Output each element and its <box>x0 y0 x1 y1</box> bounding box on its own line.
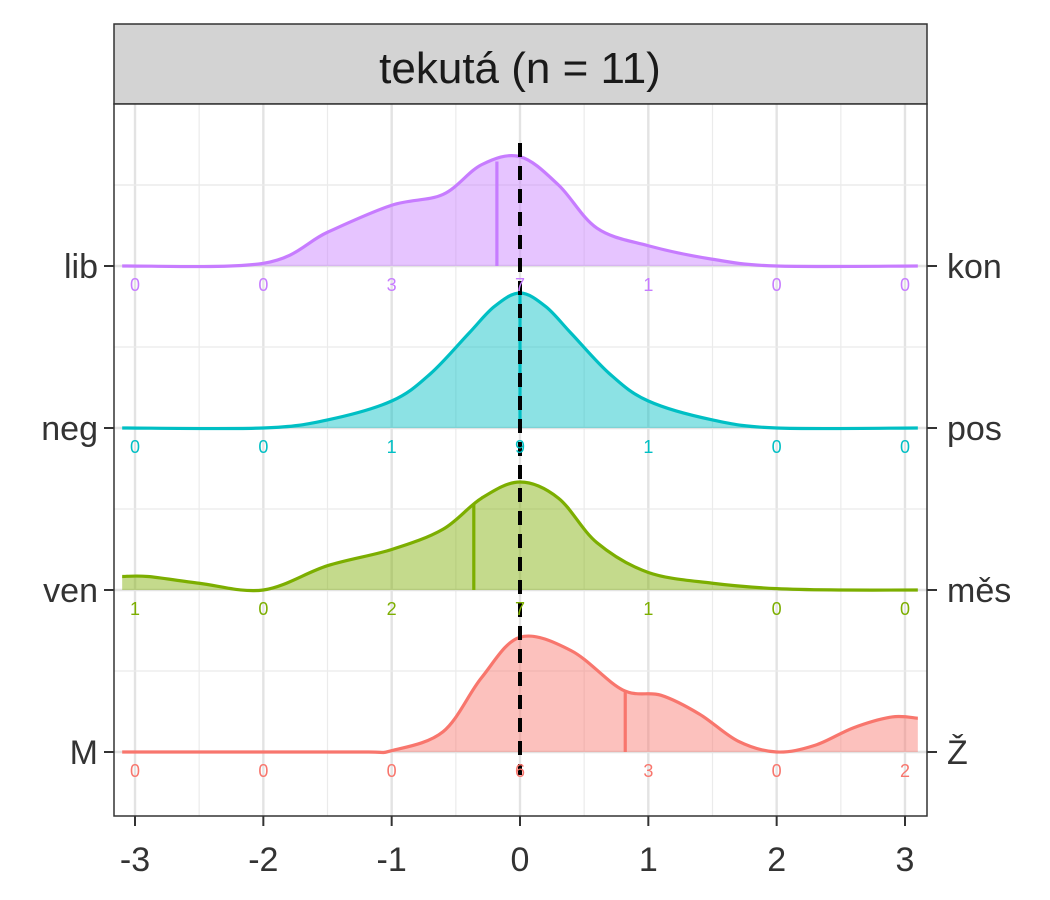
x-tick-label: -1 <box>377 841 407 879</box>
y-label-right: Ž <box>947 734 968 772</box>
count-label: 0 <box>772 275 782 295</box>
facet-title: tekutá (n = 11) <box>379 44 661 93</box>
count-label: 9 <box>515 437 525 457</box>
y-label-left: ven <box>43 572 98 610</box>
count-label: 2 <box>387 599 397 619</box>
count-label: 0 <box>900 437 910 457</box>
count-label: 0 <box>900 275 910 295</box>
y-label-left: neg <box>41 410 98 448</box>
count-label: 3 <box>643 761 653 781</box>
count-label: 0 <box>772 437 782 457</box>
density-line-ven <box>122 480 918 593</box>
x-tick-label: 1 <box>639 841 658 879</box>
count-label: 7 <box>515 275 525 295</box>
density-area-M <box>122 636 918 753</box>
y-label-left: lib <box>64 248 98 286</box>
facet-strip <box>113 23 928 105</box>
count-label: 0 <box>258 275 268 295</box>
count-label: 0 <box>130 275 140 295</box>
count-label: 1 <box>643 599 653 619</box>
count-label: 6 <box>515 761 525 781</box>
y-label-right: pos <box>947 410 1002 448</box>
count-label: 1 <box>643 437 653 457</box>
count-label: 0 <box>772 761 782 781</box>
x-tick-label: -2 <box>248 841 278 879</box>
count-label: 0 <box>258 437 268 457</box>
y-label-left: M <box>70 734 98 772</box>
count-label: 0 <box>258 599 268 619</box>
count-label: 3 <box>387 275 397 295</box>
y-label-right: kon <box>947 248 1002 286</box>
x-tick-label: 0 <box>511 841 530 879</box>
count-label: 0 <box>387 761 397 781</box>
x-tick-label: -3 <box>120 841 150 879</box>
count-label: 1 <box>130 599 140 619</box>
count-label: 0 <box>130 761 140 781</box>
y-label-right: měs <box>947 572 1011 610</box>
count-label: 0 <box>130 437 140 457</box>
count-label: 7 <box>515 599 525 619</box>
count-label: 0 <box>772 599 782 619</box>
density-line-M <box>122 634 918 755</box>
count-labels: 0 0 3 7 1 0 0 0 0 1 9 1 0 0 1 0 2 7 1 0 0 0 0 0 6 3 0 2 <box>130 275 910 781</box>
count-label: 0 <box>900 599 910 619</box>
x-tick-label: 2 <box>767 841 786 879</box>
count-label: 1 <box>387 437 397 457</box>
x-tick-label: 3 <box>896 841 915 879</box>
count-label: 0 <box>258 761 268 781</box>
count-label: 1 <box>643 275 653 295</box>
count-label: 2 <box>900 761 910 781</box>
density-area-lib <box>122 155 918 267</box>
